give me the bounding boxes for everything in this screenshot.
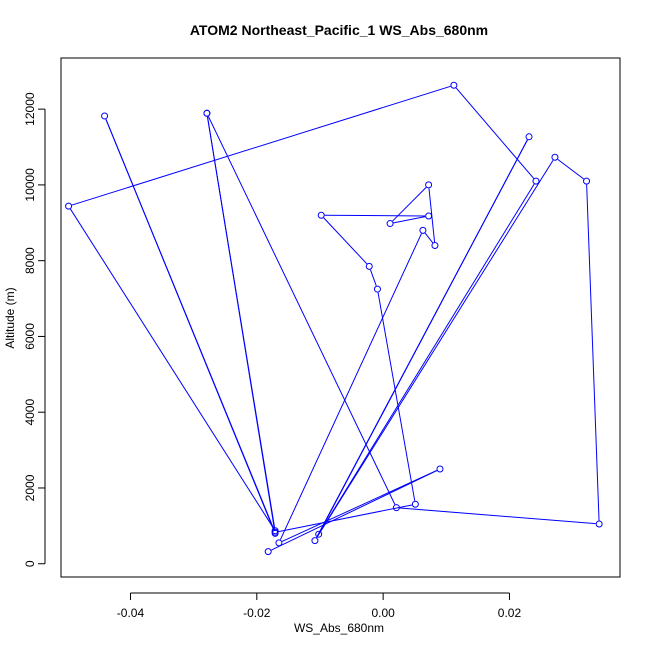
series-points (65, 81, 603, 556)
data-point (392, 504, 400, 512)
data-point (431, 242, 439, 250)
x-tick-label: 0.00 (371, 606, 395, 620)
data-point (271, 529, 279, 537)
data-point (436, 465, 444, 473)
data-point (203, 109, 211, 117)
data-point (101, 112, 109, 120)
data-point (365, 262, 373, 270)
x-axis-label: WS_Abs_680nm (294, 621, 384, 635)
data-point (315, 530, 323, 538)
y-axis-label: Altitude (m) (3, 287, 17, 348)
series-segment (71, 85, 451, 206)
data-point (595, 520, 603, 528)
series-segment (323, 217, 368, 265)
series-segment (206, 116, 276, 528)
series-segment (278, 504, 413, 533)
data-point (583, 177, 591, 185)
data-point (65, 202, 73, 210)
data-point (532, 177, 540, 185)
data-point (425, 212, 433, 220)
data-point (264, 548, 272, 556)
data-point (317, 211, 325, 219)
data-point (551, 153, 559, 161)
y-tick-label: 2000 (23, 474, 37, 501)
y-tick-label: 10000 (23, 168, 37, 202)
y-axis: 0 2000 4000 6000 8000 10000 12000 (23, 92, 46, 567)
series-segment (320, 183, 535, 532)
series-segment (281, 470, 438, 542)
series-segment (316, 139, 528, 538)
data-point (450, 81, 458, 89)
chart-title: ATOM2 Northeast_Pacific_1 WS_Abs_680nm (190, 22, 488, 38)
y-tick-label: 0 (23, 560, 37, 567)
series-segment (369, 269, 377, 286)
data-point (411, 500, 419, 508)
series-segment (70, 208, 274, 529)
data-point (275, 539, 283, 547)
plot-frame (60, 57, 621, 578)
x-tick-label: 0.02 (498, 606, 522, 620)
series-segment (279, 233, 422, 540)
x-tick-label: -0.04 (117, 606, 145, 620)
series-segment (105, 119, 275, 531)
series-segment (424, 232, 434, 244)
series-lines (70, 85, 600, 551)
series-segment (455, 87, 535, 179)
y-tick-label: 4000 (23, 399, 37, 426)
series-segment (393, 216, 426, 224)
series-segment (399, 507, 596, 525)
series-segment (586, 184, 600, 521)
series-segment (377, 292, 416, 501)
data-point (386, 220, 394, 228)
y-tick-label: 6000 (23, 323, 37, 350)
y-tick-label: 12000 (23, 92, 37, 126)
x-axis: -0.04 -0.02 0.00 0.02 (117, 592, 522, 620)
series-segment (557, 158, 585, 180)
data-point (419, 226, 427, 234)
data-point (271, 527, 279, 535)
data-point (425, 181, 433, 189)
x-tick-label: -0.02 (243, 606, 271, 620)
series-segment (324, 214, 426, 217)
series-segment (207, 116, 396, 505)
data-point (525, 133, 533, 141)
y-tick-label: 8000 (23, 247, 37, 274)
data-point (311, 537, 319, 545)
series-segment (316, 159, 554, 538)
series-segment (271, 470, 438, 551)
data-point (373, 285, 381, 293)
